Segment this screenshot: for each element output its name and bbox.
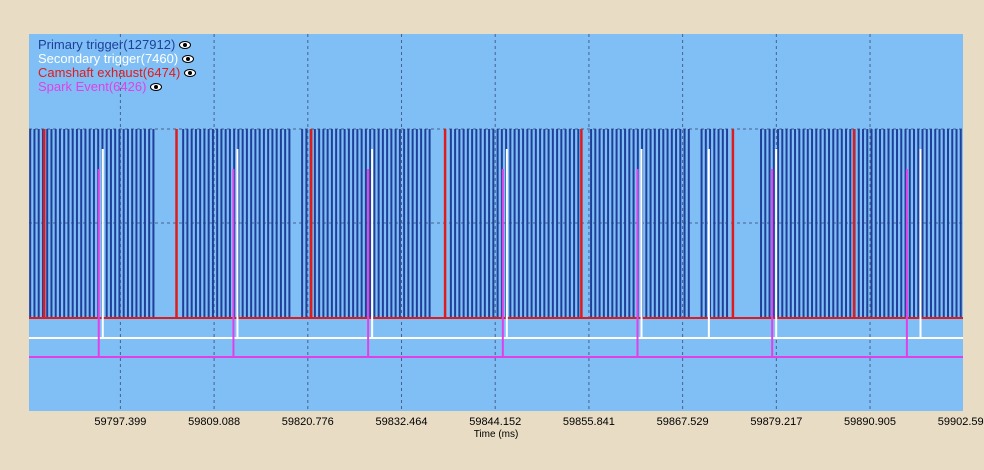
x-tick-label: 59844.152 [469, 416, 521, 428]
eye-icon[interactable] [184, 69, 197, 77]
eye-icon[interactable] [179, 41, 192, 49]
legend-item-spark[interactable]: Spark Event(6426) [38, 80, 196, 94]
legend-item-secondary[interactable]: Secondary trigger(7460) [38, 52, 196, 66]
x-axis: 59797.399 59809.088 59820.776 59832.464 5984… [94, 416, 984, 428]
secondary-trigger-trace [29, 149, 963, 339]
camshaft-trace [29, 129, 963, 319]
legend-item-primary[interactable]: Primary trigger(127912) [38, 38, 196, 52]
grid [29, 34, 963, 411]
spark-event-trace [29, 169, 963, 358]
eye-icon[interactable] [150, 83, 163, 91]
x-axis-label: Time (ms) [474, 429, 519, 440]
x-tick-label: 59820.776 [282, 416, 334, 428]
signal-traces [29, 129, 963, 358]
legend-label-primary: Primary trigger(127912) [38, 37, 176, 52]
x-tick-label: 59867.529 [657, 416, 709, 428]
x-tick-label: 59855.841 [563, 416, 615, 428]
x-tick-label: 59879.217 [750, 416, 802, 428]
x-tick-label: 59902.594 [938, 416, 984, 428]
eye-icon[interactable] [182, 55, 195, 63]
x-tick-label: 59832.464 [376, 416, 428, 428]
x-tick-label: 59890.905 [844, 416, 896, 428]
legend-item-camshaft[interactable]: Camshaft exhaust(6474) [38, 65, 197, 80]
legend: Primary trigger(127912) Secondary trigge… [38, 38, 197, 94]
legend-label-secondary: Secondary trigger(7460) [38, 51, 179, 66]
x-tick-label: 59797.399 [94, 416, 146, 428]
legend-label-camshaft: Camshaft exhaust(6474) [38, 65, 181, 80]
legend-label-spark: Spark Event(6426) [38, 79, 147, 94]
x-tick-label: 59809.088 [188, 416, 240, 428]
primary-trigger-trace [29, 129, 963, 319]
